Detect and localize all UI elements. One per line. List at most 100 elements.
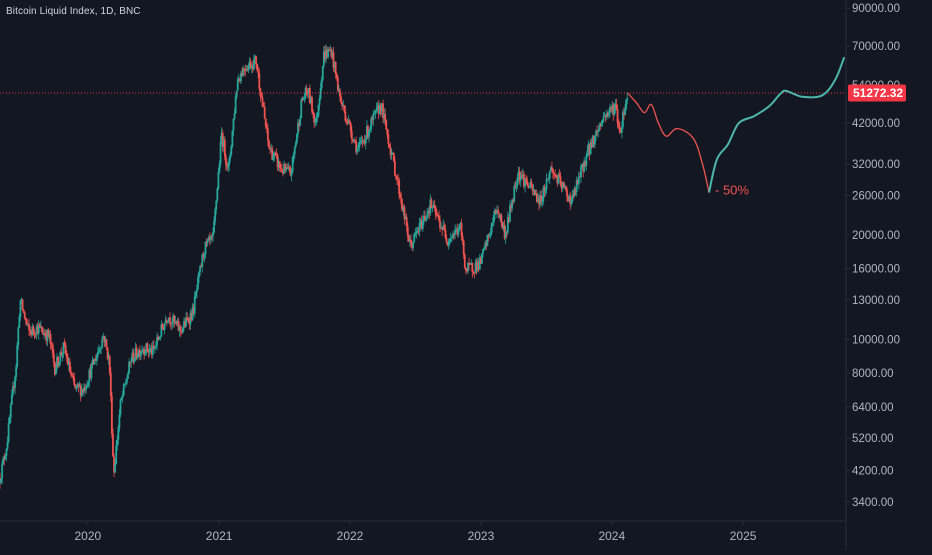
candle-body-85	[90, 364, 93, 379]
candle-body-74	[78, 386, 81, 387]
candle-body-170	[182, 327, 184, 333]
candle-body-233	[249, 61, 252, 69]
candle-body-184	[197, 277, 199, 290]
candle-body-216	[231, 130, 234, 147]
candle-body-117	[124, 382, 127, 384]
candle-body-572	[614, 104, 617, 108]
candle-body-91	[97, 351, 99, 356]
candle-body-402	[431, 207, 434, 209]
candle-body-131	[140, 351, 142, 357]
candle-body-10	[9, 404, 12, 418]
candle-body-242	[259, 88, 262, 97]
x-axis[interactable]: 2020 2021 2022 2023 2024 2025	[75, 521, 757, 543]
candle-body-567	[609, 106, 611, 113]
candle-body-516	[554, 174, 557, 176]
candle-body-296	[317, 104, 320, 116]
candle-body-325	[348, 120, 351, 124]
candle-body-285	[305, 88, 308, 94]
candle-body-498	[534, 193, 537, 195]
candle-body-541	[581, 164, 583, 167]
candle-body-519	[557, 174, 560, 184]
candle-body-180	[192, 307, 195, 314]
candle-body-420	[450, 238, 453, 239]
candle-body-271	[290, 172, 293, 176]
candle-body-38	[39, 326, 42, 328]
candle-body-139	[148, 349, 151, 352]
candle-body-574	[616, 109, 619, 124]
candle-body-234	[250, 65, 253, 69]
candle-body-342	[367, 126, 369, 137]
candle-body-66	[70, 372, 72, 375]
candle-body-406	[435, 214, 438, 216]
candle-body-72	[76, 383, 79, 386]
candle-body-275	[294, 142, 297, 148]
candle-body-133	[142, 349, 144, 351]
candle-body-31	[32, 326, 35, 332]
candle-body-300	[321, 66, 324, 80]
candle-body-407	[436, 215, 439, 217]
candle-body-36	[37, 324, 40, 334]
candle-body-501	[538, 198, 540, 205]
candle-body-430	[461, 236, 464, 241]
candle-body-79	[84, 387, 86, 391]
y-axis[interactable]: 90000.0070000.0054000.0042000.0032000.00…	[846, 3, 900, 509]
candle-body-283	[303, 97, 306, 99]
candle-body-212	[227, 165, 229, 168]
candle-body-26	[27, 324, 29, 325]
candle-body-467	[501, 221, 504, 229]
candle-body-286	[306, 93, 309, 94]
candle-body-125	[133, 358, 136, 362]
candle-body-118	[126, 378, 128, 383]
candle-body-39	[41, 326, 43, 333]
candle-body-194	[207, 237, 210, 241]
candle-body-437	[469, 264, 472, 265]
candle-body-390	[418, 222, 421, 232]
candle-body-466	[500, 214, 503, 222]
candle-body-105	[112, 433, 114, 457]
candle-body-198	[212, 232, 214, 237]
candle-body-384	[412, 242, 415, 248]
candle-body-188	[201, 254, 204, 267]
candle-body-278	[298, 122, 300, 126]
candle-body-349	[374, 110, 377, 113]
candle-body-78	[83, 387, 85, 392]
candle-body-53	[56, 356, 58, 369]
candle-body-522	[560, 184, 563, 189]
candle-body-362	[388, 144, 391, 148]
candle-body-547	[587, 143, 590, 151]
y-tick-label-14: 3400.00	[852, 497, 894, 509]
candle-body-553	[594, 135, 596, 145]
candle-body-375	[402, 207, 405, 212]
candle-body-465	[499, 214, 502, 218]
candle-body-454	[487, 235, 490, 236]
candle-body-154	[164, 320, 167, 324]
candle-body-203	[217, 171, 220, 189]
candle-body-303	[325, 50, 327, 60]
candle-body-195	[208, 237, 211, 240]
y-tick-label-5: 26000.00	[852, 190, 900, 202]
candle-body-359	[385, 119, 388, 130]
candle-body-122	[130, 360, 133, 363]
candle-body-444	[476, 261, 479, 271]
candle-body-163	[174, 321, 177, 323]
x-tick-label-1: 2021	[206, 529, 233, 543]
candle-body-379	[406, 226, 409, 237]
candle-body-273	[292, 153, 295, 157]
candle-body-147	[157, 336, 160, 340]
candle-body-189	[202, 254, 205, 257]
candle-body-51	[53, 362, 56, 375]
candle-body-380	[407, 236, 410, 242]
candle-body-363	[389, 147, 392, 156]
candle-body-324	[347, 120, 350, 124]
candle-body-573	[615, 104, 618, 110]
candle-body-176	[188, 321, 191, 325]
candle-body-480	[515, 185, 518, 187]
candle-body-236	[253, 59, 255, 70]
candle-body-470	[504, 231, 507, 239]
candle-body-134	[143, 349, 146, 355]
candle-body-434	[466, 270, 468, 272]
candle-body-546	[586, 150, 589, 156]
candle-body-538	[577, 176, 580, 185]
